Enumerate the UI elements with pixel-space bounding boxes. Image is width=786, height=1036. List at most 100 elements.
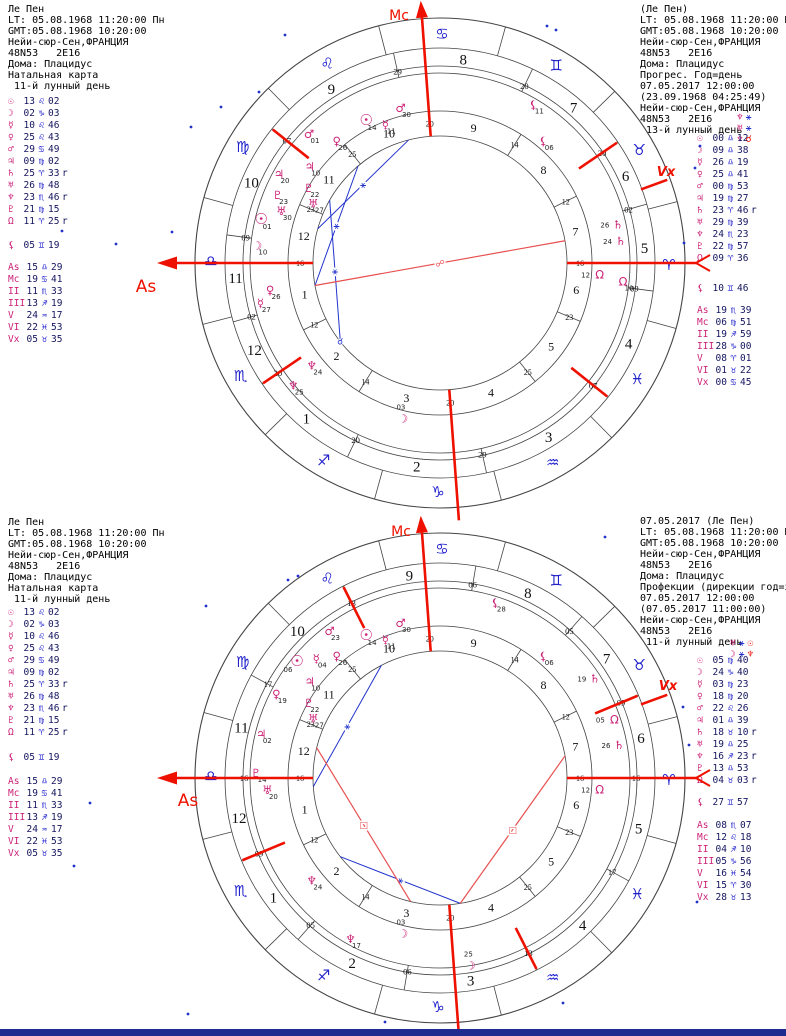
planet-row: ☽ 02 ♑ 03	[8, 619, 60, 630]
planet-row: Ω 11 ♈ 25 r	[8, 216, 68, 227]
header-line: 13-й лунный день	[640, 125, 743, 136]
natal-planet-☉-glyph: ☉	[359, 111, 372, 129]
outer-house-number: 8	[524, 586, 532, 602]
outer-planet-☉-degree: 06	[284, 666, 293, 674]
natal-planet-♆-glyph: ♆	[307, 358, 317, 372]
ascendant-label: As	[178, 791, 199, 811]
header-line: Ле Пен	[8, 517, 45, 528]
natal-planet-♇-glyph: ♇	[304, 181, 314, 195]
outer-planet-♇-degree: 14	[258, 776, 267, 784]
planet-row: ☉ 13 ♌ 02	[8, 607, 60, 618]
aspect-symbol: ☍	[435, 260, 444, 270]
outer-planet-♂-degree: 23	[331, 634, 340, 642]
outer-house-number: 11	[234, 720, 248, 736]
planet-row: ⚸ 05 ♊ 19	[8, 240, 60, 251]
outer-planet-♄-glyph: ♄	[590, 672, 600, 686]
header-line: Ле Пен	[8, 4, 45, 15]
natal-cusp-degree: 25	[348, 150, 356, 159]
header-line: Натальная карта	[8, 70, 99, 81]
natal-planet-♀-degree: 26	[338, 659, 347, 667]
zodiac-sign-♋: ♋	[435, 25, 448, 43]
header-line: 48N53 2E16	[8, 561, 81, 572]
outer-house-number: 10	[244, 176, 259, 192]
natal-planet-♀-glyph: ♀	[333, 134, 341, 148]
header-line: GMT:05.08.1968 10:20:00	[8, 539, 147, 550]
planet-row: ☉ 00 ♎ 12	[697, 133, 749, 144]
natal-planet-♇-glyph: ♇	[304, 696, 314, 710]
planet-row: ♃ 09 ♍ 02	[8, 667, 60, 678]
planet-row: ♅ 29 ♍ 39	[697, 217, 749, 228]
planet-row: ♀ 25 ♎ 41	[697, 169, 749, 180]
outer-planet-♆-degree: 17	[352, 942, 361, 950]
natal-lilith-bottom: ⚸ 05 ♊ 19	[8, 752, 70, 764]
natal-planet-☽-glyph: ☽	[398, 927, 408, 941]
header-line: Нейи-сюр-Сен,ФРАНЦИЯ	[640, 103, 761, 114]
natal-house-number: 1	[302, 802, 308, 816]
zodiac-sign-♍: ♍	[236, 138, 249, 156]
header-line: Дома: Плацидус	[640, 571, 725, 582]
aspect-row: ♅ ⚹	[737, 123, 752, 134]
natal-planet-☿-glyph: ☿	[382, 632, 389, 646]
outer-planet-♇-degree: 23	[279, 198, 288, 206]
natal-planet-♂-glyph: ♂	[395, 101, 405, 115]
profection-biwheel-chart[interactable]: ♈♉♊♋♌♍♎♏♐♑♒♓1234567891011120905061317160…	[0, 515, 786, 1036]
natal-planet-♆-degree: 24	[313, 368, 322, 376]
natal-planet-Ω-degree: 12	[581, 271, 590, 279]
outer-cusp-degree: 29	[393, 67, 402, 77]
zodiac-sign-♐: ♐	[317, 966, 330, 984]
house-row: V 16 ♓ 54	[697, 868, 752, 879]
outer-planet-☽-glyph: ☽	[252, 238, 262, 252]
natal-cusp-degree: 23	[565, 828, 573, 837]
outer-house-number: 5	[641, 241, 649, 257]
aspect-row: ♆ ☌	[737, 134, 752, 145]
outer-planet-♄-degree: 24	[603, 238, 612, 246]
natal-planet-☉-degree: 14	[368, 639, 377, 647]
natal-planet-♃-degree: 10	[311, 685, 320, 693]
natal-planet-♅-glyph: ♅	[308, 196, 318, 210]
natal-cusp-degree: 23	[307, 205, 315, 214]
header-line: GMT:05.08.1968 10:20:00	[8, 26, 147, 37]
natal-planet-☿-degree: 11	[387, 127, 396, 135]
outer-cusp-degree: 06	[468, 580, 477, 590]
natal-cusp-degree: 23	[565, 313, 573, 322]
outer-cusp-degree: 20	[351, 435, 360, 445]
outer-planet-☿-glyph: ☿	[313, 652, 320, 666]
header-line: 48N53 2E16	[8, 48, 81, 59]
outer-planet-♀-degree: 26	[272, 293, 281, 301]
progressed-biwheel-chart[interactable]: ♈♉♊♋♌♍♎♏♐♑♒♓1234567891011122020290709022…	[0, 0, 786, 521]
header-line: 07.05.2017 (Ле Пен)	[640, 516, 755, 527]
bottom-bar	[0, 1029, 786, 1036]
planet-row: ♆ 16 ♐ 23 r	[697, 751, 757, 762]
natal-planet-Ω-glyph: Ω	[595, 782, 604, 796]
planet-row: ♅ 26 ♍ 48	[8, 691, 60, 702]
outer-house-number: 1	[270, 890, 278, 906]
planet-row: ☽ 24 ♑ 40	[697, 667, 749, 678]
house-row: VI 01 ♉ 22	[697, 365, 752, 376]
header-line: LT: 05.08.1968 11:20:00 Пн	[640, 15, 786, 26]
header-line: LT: 05.08.1968 11:20:00 Пн	[8, 15, 165, 26]
header-line: Дома: Плацидус	[8, 59, 93, 70]
planet-row: ☿ 03 ♍ 23	[697, 679, 749, 690]
outer-cusp-degree: 09	[630, 284, 639, 294]
natal-house-list-bottom: As 15 ♎ 29 Mc 19 ♋ 41 II 11 ♏ 33 III13 ♐ 19 V 24 ♒ 17 VI 22 ♓…	[8, 776, 65, 860]
header-profection: 07.05.2017 (Ле Пен) LT: 05.08.1968 11:20:…	[640, 516, 786, 648]
aspect-row: ♆ ⚹	[737, 112, 752, 123]
outer-cusp-degree: 05	[565, 626, 574, 636]
aspect-list-progressed: ♆ ⚹ ♅ ⚹ ♆ ☌	[737, 112, 754, 145]
vertex-label: Vx	[657, 165, 676, 180]
natal-planet-♄-degree: 26	[600, 222, 609, 230]
header-line: 48N53 2E16	[640, 560, 713, 571]
house-row: V 24 ♒ 17	[8, 824, 63, 835]
natal-planet-♇-degree: 22	[310, 191, 319, 199]
header-line: Профекции (дирекции год=знак	[640, 582, 786, 593]
house-row: VI 22 ♓ 53	[8, 322, 63, 333]
house-row: Mc 19 ♋ 41	[8, 788, 63, 799]
outer-planet-⚸-glyph: ⚸	[529, 97, 537, 111]
planet-row: ♀ 18 ♍ 20	[697, 691, 749, 702]
outer-planet-♄-glyph: ♄	[615, 234, 625, 248]
natal-planet-⚸-glyph: ⚸	[539, 649, 547, 663]
aspect-symbol: ☌	[337, 338, 343, 348]
natal-house-number: 8	[540, 678, 546, 692]
planet-row: ☉ 05 ♍ 40	[697, 655, 749, 666]
